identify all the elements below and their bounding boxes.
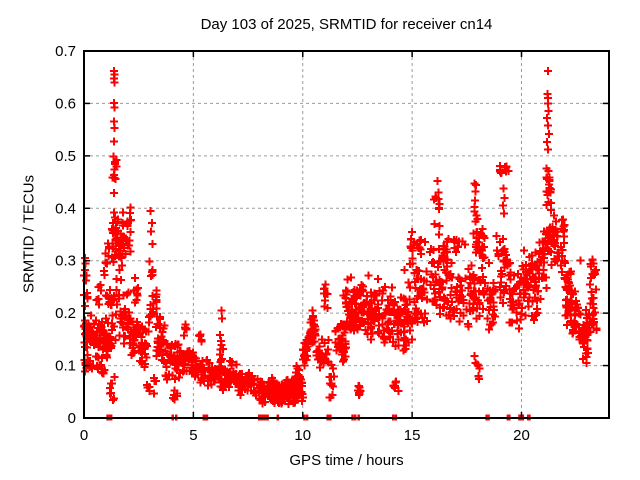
y-tick-label: 0.2 — [55, 305, 76, 322]
axis-ticks — [83, 50, 609, 419]
y-tick-label: 0.4 — [55, 200, 76, 217]
y-tick-label: 0.7 — [55, 43, 76, 60]
tick-labels: 0 5 10 15 20 0 0.1 0.2 0.3 0.4 0.5 0.6 0.7 — [55, 43, 530, 444]
x-tick-label: 5 — [189, 427, 197, 444]
y-tick-label: 0 — [68, 410, 76, 427]
y-tick-label: 0.6 — [55, 95, 76, 112]
chart-title: Day 103 of 2025, SRMTID for receiver cn1… — [200, 16, 493, 33]
x-tick-label: 15 — [404, 427, 421, 444]
x-axis-title: GPS time / hours — [289, 452, 404, 469]
y-tick-label: 0.5 — [55, 148, 76, 165]
x-tick-label: 10 — [294, 427, 311, 444]
y-tick-label: 0.3 — [55, 253, 76, 270]
data-points — [80, 67, 601, 408]
x-tick-label: 20 — [513, 427, 530, 444]
gridlines — [84, 51, 609, 418]
y-tick-label: 0.1 — [55, 358, 76, 375]
plot-frame — [83, 50, 610, 419]
x-tick-label: 0 — [80, 427, 88, 444]
